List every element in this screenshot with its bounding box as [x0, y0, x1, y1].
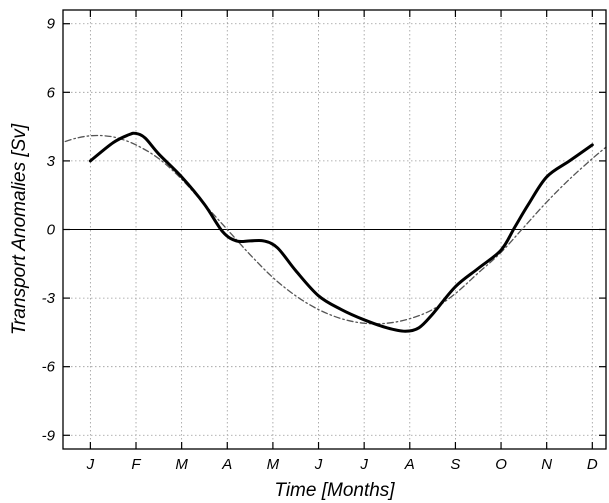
tick-marks	[63, 10, 606, 449]
y-tick-label: -3	[42, 290, 56, 307]
series-line-solid	[88, 131, 594, 333]
x-tick-label: J	[86, 456, 95, 473]
y-tick-label: 9	[47, 16, 56, 33]
y-tick-label: -9	[42, 427, 56, 444]
y-axis-title: Transport Anomalies [Sv]	[9, 123, 30, 335]
x-tick-label: O	[495, 456, 507, 473]
x-tick-label: S	[450, 456, 460, 473]
x-tick-label: F	[131, 456, 141, 473]
series-group	[64, 131, 607, 333]
y-tick-label: 0	[47, 222, 56, 239]
y-tick-label: 3	[47, 153, 56, 170]
x-tick-label: D	[587, 456, 598, 473]
x-axis-title: Time [Months]	[274, 480, 395, 501]
y-tick-labels: -9 -6 -3 0 3 6 9	[42, 16, 56, 445]
x-tick-label: J	[359, 456, 368, 473]
x-tick-label: J	[314, 456, 323, 473]
y-tick-label: -6	[42, 359, 56, 376]
x-tick-label: M	[175, 456, 188, 473]
x-tick-label: M	[267, 456, 280, 473]
grid-lines	[63, 10, 606, 449]
x-tick-label: N	[541, 456, 552, 473]
series-line-dash-dot	[64, 134, 607, 325]
x-tick-label: A	[404, 456, 415, 473]
y-tick-label: 6	[47, 84, 56, 101]
x-tick-label: A	[221, 456, 232, 473]
